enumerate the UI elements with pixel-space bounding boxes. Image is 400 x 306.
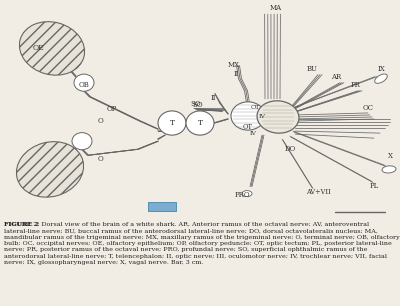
Ellipse shape — [242, 191, 252, 197]
Ellipse shape — [231, 102, 265, 130]
Text: OT: OT — [250, 105, 260, 110]
Ellipse shape — [16, 142, 84, 197]
Ellipse shape — [257, 101, 299, 133]
Text: FIGURE 2: FIGURE 2 — [4, 222, 39, 227]
Ellipse shape — [382, 166, 396, 173]
Text: PR: PR — [351, 81, 361, 89]
Text: PL: PL — [369, 181, 379, 189]
Text: OE: OE — [32, 44, 44, 52]
Text: II: II — [210, 94, 216, 102]
Text: T: T — [170, 119, 174, 127]
Text: IV: IV — [250, 131, 256, 136]
Text: IV: IV — [258, 114, 266, 119]
Text: FIGURE 2  Dorsal view of the brain of a white shark. AR, Anterior ramus of the o: FIGURE 2 Dorsal view of the brain of a w… — [4, 222, 400, 265]
Text: OC: OC — [362, 104, 374, 112]
Ellipse shape — [74, 74, 94, 91]
Text: X: X — [388, 152, 392, 160]
Text: MX: MX — [228, 61, 240, 69]
FancyBboxPatch shape — [148, 202, 176, 211]
Text: PRO: PRO — [234, 191, 250, 199]
Text: AV+VII: AV+VII — [306, 188, 330, 196]
Ellipse shape — [72, 132, 92, 150]
Text: AR: AR — [331, 73, 341, 81]
Text: O: O — [97, 117, 103, 125]
Text: OB: OB — [79, 81, 89, 89]
Text: SO: SO — [191, 100, 201, 108]
Text: T: T — [198, 119, 202, 127]
Text: SO: SO — [193, 101, 203, 109]
Text: OP: OP — [107, 105, 117, 113]
Text: OT: OT — [243, 123, 253, 131]
Text: DO: DO — [284, 145, 296, 153]
Text: MA: MA — [270, 4, 282, 12]
Ellipse shape — [158, 111, 186, 135]
Text: BU: BU — [306, 65, 318, 73]
Ellipse shape — [20, 22, 84, 75]
Ellipse shape — [186, 111, 214, 135]
Text: II: II — [233, 69, 239, 78]
Ellipse shape — [375, 74, 387, 83]
Text: O: O — [97, 155, 103, 163]
Text: IX: IX — [378, 65, 386, 73]
